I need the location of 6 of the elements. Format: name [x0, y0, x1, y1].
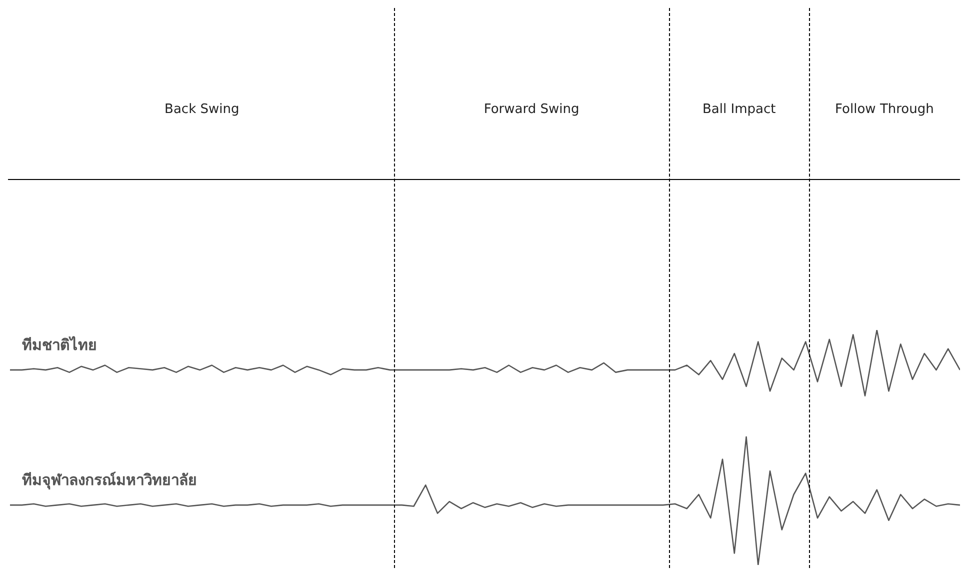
- series-label: ทีมจุฬาลงกรณ์มหาวิทยาลัย: [22, 470, 197, 490]
- text: Back Swing: [164, 102, 240, 117]
- text: Follow Through: [834, 102, 935, 117]
- text: Forward Swing: [482, 102, 580, 117]
- text: Ball Impact: [702, 102, 777, 117]
- series-label: ทีมชาติไทย: [22, 334, 97, 354]
